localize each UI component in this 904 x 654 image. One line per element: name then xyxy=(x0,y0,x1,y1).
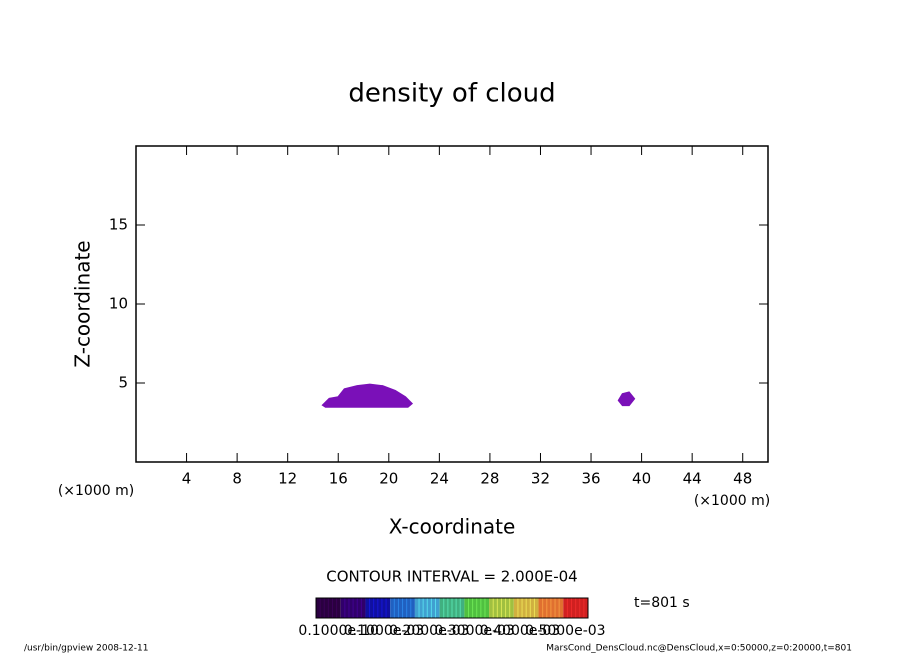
colorbar-tick-label: 0.2000e-03 xyxy=(389,623,469,639)
x-tick-label: 40 xyxy=(632,470,651,488)
time-label: t=801 s xyxy=(634,595,690,611)
y-tick-label: 10 xyxy=(109,295,128,313)
x-tick-label: 24 xyxy=(430,470,449,488)
x-tick-label: 8 xyxy=(232,470,242,488)
x-tick-label: 28 xyxy=(480,470,499,488)
x-tick-label: 12 xyxy=(278,470,297,488)
y-unit: (×1000 m) xyxy=(58,483,134,499)
chart-title: density of cloud xyxy=(348,79,555,109)
x-tick-label: 48 xyxy=(733,470,752,488)
colorbar-tick-label: 0.4000e-03 xyxy=(480,623,560,639)
x-tick-label: 16 xyxy=(329,470,348,488)
footer-left: /usr/bin/gpview 2008-12-11 xyxy=(24,644,148,654)
y-axis-label: Z-coordinate xyxy=(71,240,95,367)
cloud-region xyxy=(321,383,414,408)
cloud-region xyxy=(617,391,636,407)
colorbar-tick-label: 0.5000e-03 xyxy=(525,623,605,639)
x-axis-label: X-coordinate xyxy=(389,515,516,539)
colorbar-tick-label: 0.1000e-10 xyxy=(298,623,378,639)
colorbar-tick-label: 0.3000e-03 xyxy=(434,623,514,639)
colorbar-frame xyxy=(315,597,589,619)
footer-right: MarsCond_DensCloud.nc@DensCloud,x=0:5000… xyxy=(546,644,852,654)
colorbar-tick-label: 0.1000e-03 xyxy=(344,623,424,639)
y-tick-label: 15 xyxy=(109,216,128,234)
x-unit: (×1000 m) xyxy=(694,493,770,509)
y-tick-label: 5 xyxy=(118,374,128,392)
x-tick-label: 36 xyxy=(581,470,600,488)
contour-interval: CONTOUR INTERVAL = 2.000E-04 xyxy=(326,568,577,586)
x-tick-label: 44 xyxy=(683,470,702,488)
x-tick-label: 4 xyxy=(182,470,192,488)
x-tick-label: 32 xyxy=(531,470,550,488)
x-tick-label: 20 xyxy=(379,470,398,488)
